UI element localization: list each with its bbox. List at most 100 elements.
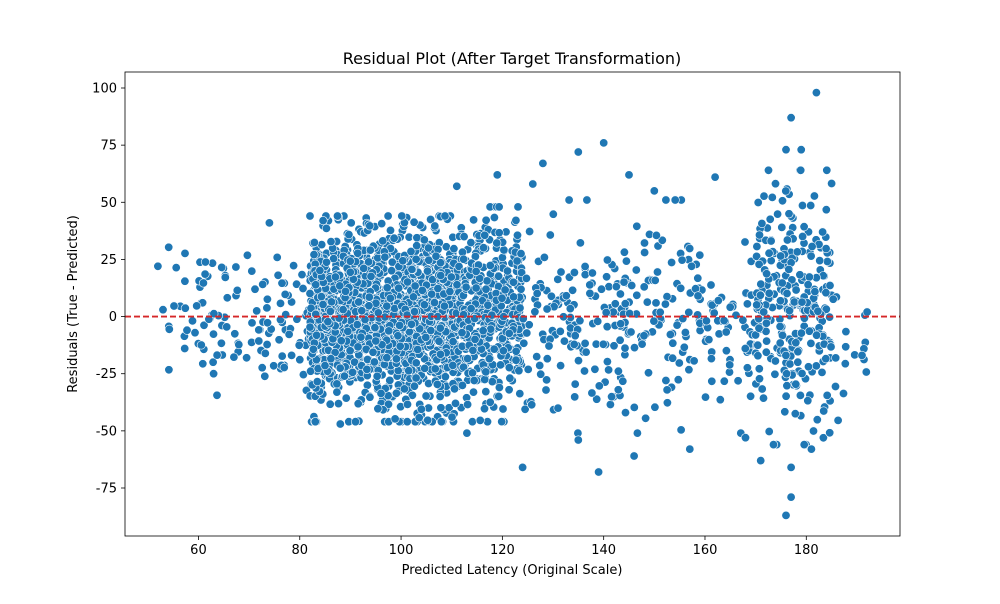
data-point [316, 292, 326, 302]
data-point [417, 285, 427, 295]
data-point [262, 294, 272, 304]
data-point [344, 230, 354, 240]
data-point [377, 219, 387, 229]
data-point [384, 326, 394, 336]
data-point [525, 227, 535, 237]
data-point [803, 396, 813, 406]
data-point [624, 170, 634, 180]
data-point [457, 328, 467, 338]
data-point [281, 310, 291, 320]
data-point [611, 282, 621, 292]
data-point [757, 384, 767, 394]
data-point [766, 236, 776, 246]
data-point [416, 404, 426, 414]
data-point [777, 196, 787, 206]
data-point [432, 379, 442, 389]
data-point [484, 354, 494, 364]
data-point [468, 387, 478, 397]
data-point [592, 394, 602, 404]
data-point [247, 266, 257, 276]
data-point [359, 263, 369, 273]
data-point [719, 316, 729, 326]
data-point [284, 329, 294, 339]
data-point [827, 179, 837, 189]
data-point [423, 243, 433, 253]
data-point [383, 399, 393, 409]
data-point [332, 387, 342, 397]
data-point [828, 294, 838, 304]
data-point [335, 419, 345, 429]
data-point [677, 255, 687, 265]
data-point [725, 360, 735, 370]
data-point [467, 417, 477, 427]
data-point [781, 510, 791, 520]
data-point [232, 285, 242, 295]
data-point [650, 402, 660, 412]
data-point [231, 262, 241, 272]
data-point [462, 428, 472, 438]
data-point [287, 350, 297, 360]
data-point [273, 270, 283, 280]
data-point [821, 205, 831, 215]
data-point [482, 417, 492, 427]
data-point [485, 260, 495, 270]
data-point [274, 335, 284, 345]
data-point [812, 330, 822, 340]
data-point [341, 393, 351, 403]
data-point [272, 252, 282, 262]
data-point [602, 357, 612, 367]
data-point [528, 179, 538, 189]
data-point [715, 395, 725, 405]
data-point [413, 344, 423, 354]
data-point [756, 456, 766, 466]
data-point [784, 264, 794, 274]
data-point [398, 256, 408, 266]
data-point [339, 371, 349, 381]
data-point [242, 250, 252, 260]
data-point [323, 317, 333, 327]
data-point [320, 361, 330, 371]
data-point [821, 288, 831, 298]
data-point [297, 270, 307, 280]
data-point [500, 285, 510, 295]
data-point [797, 368, 807, 378]
data-point [440, 372, 450, 382]
data-point [626, 327, 636, 337]
data-point [573, 356, 583, 366]
data-point [665, 329, 675, 339]
data-point [542, 304, 552, 314]
data-point [785, 359, 795, 369]
data-point [345, 267, 355, 277]
data-point [345, 256, 355, 266]
data-point [368, 347, 378, 357]
data-point [569, 267, 579, 277]
data-point [782, 235, 792, 245]
data-point [480, 230, 490, 240]
data-point [311, 280, 321, 290]
data-point [826, 342, 836, 352]
data-point [752, 300, 762, 310]
data-point [542, 375, 552, 385]
data-point [305, 322, 315, 332]
data-point [781, 186, 791, 196]
data-point [613, 385, 623, 395]
data-point [620, 408, 630, 418]
data-point [795, 270, 805, 280]
data-point [332, 211, 342, 221]
data-point [762, 269, 772, 279]
data-point [825, 280, 835, 290]
data-point [806, 251, 816, 261]
x-tick-label: 120 [490, 543, 515, 558]
data-point [357, 306, 367, 316]
data-point [640, 248, 650, 258]
data-point [321, 257, 331, 267]
data-point [810, 287, 820, 297]
data-point [353, 342, 363, 352]
data-point [419, 235, 429, 245]
data-point [593, 316, 603, 326]
data-point [821, 304, 831, 314]
data-point [740, 433, 750, 443]
data-point [269, 361, 279, 371]
data-point [364, 257, 374, 267]
